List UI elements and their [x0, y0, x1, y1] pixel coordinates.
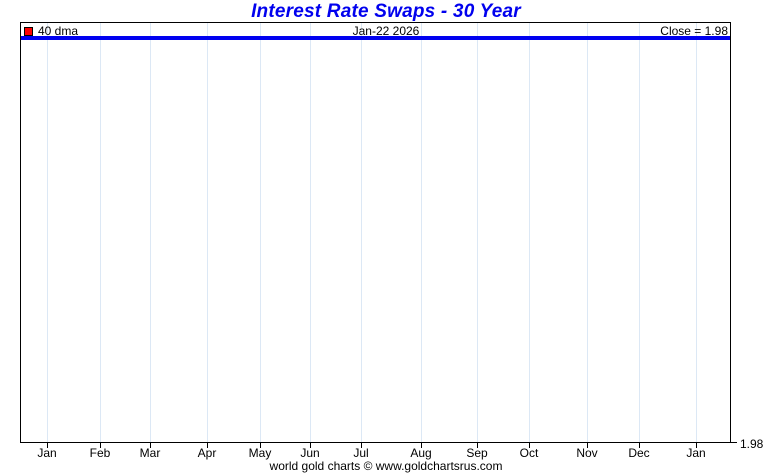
x-tick	[639, 443, 640, 448]
gridline	[477, 23, 478, 442]
legend-label: 40 dma	[38, 24, 79, 38]
x-tick-label: Apr	[197, 446, 217, 460]
x-tick	[100, 443, 101, 448]
x-tick-label: Jun	[300, 446, 320, 460]
gridline	[260, 23, 261, 442]
gridline	[361, 23, 362, 442]
x-tick-label: Mar	[139, 446, 161, 460]
x-tick	[207, 443, 208, 448]
footer-credit: world gold charts © www.goldchartsrus.co…	[269, 459, 503, 473]
x-tick-label: Nov	[576, 446, 598, 460]
gridline	[100, 23, 101, 442]
x-tick	[47, 443, 48, 448]
x-tick-label: Feb	[89, 446, 111, 460]
gridline	[47, 23, 48, 442]
legend: 40 dma	[24, 25, 78, 37]
x-tick	[150, 443, 151, 448]
gridline	[207, 23, 208, 442]
x-tick	[421, 443, 422, 448]
x-tick-label: Jul	[353, 446, 369, 460]
legend-swatch-icon	[24, 26, 33, 36]
x-tick-label: Dec	[628, 446, 650, 460]
x-tick	[260, 443, 261, 448]
gridline	[529, 23, 530, 442]
dma-line-series	[21, 36, 730, 40]
x-tick	[477, 443, 478, 448]
gridline	[587, 23, 588, 442]
gridline	[150, 23, 151, 442]
y-axis-right-label: 1.98	[740, 437, 764, 451]
gridline	[696, 23, 697, 442]
last-date-label: Jan-22 2026	[352, 24, 420, 38]
x-tick-label: Sep	[466, 446, 488, 460]
x-tick-label: Jan	[37, 446, 57, 460]
x-tick-label: May	[248, 446, 272, 460]
x-tick	[361, 443, 362, 448]
x-tick	[310, 443, 311, 448]
close-value-label: Close = 1.98	[660, 24, 728, 38]
plot-area: 40 dma	[20, 22, 731, 443]
x-tick	[696, 443, 697, 448]
x-tick-label: Aug	[410, 446, 432, 460]
x-tick-label: Oct	[519, 446, 539, 460]
gridline	[421, 23, 422, 442]
x-tick	[529, 443, 530, 448]
gridline	[639, 23, 640, 442]
x-tick-label: Jan	[686, 446, 706, 460]
chart-title: Interest Rate Swaps - 30 Year	[251, 1, 521, 22]
gridline	[310, 23, 311, 442]
y-axis-right-tick	[731, 442, 737, 443]
x-tick	[587, 443, 588, 448]
